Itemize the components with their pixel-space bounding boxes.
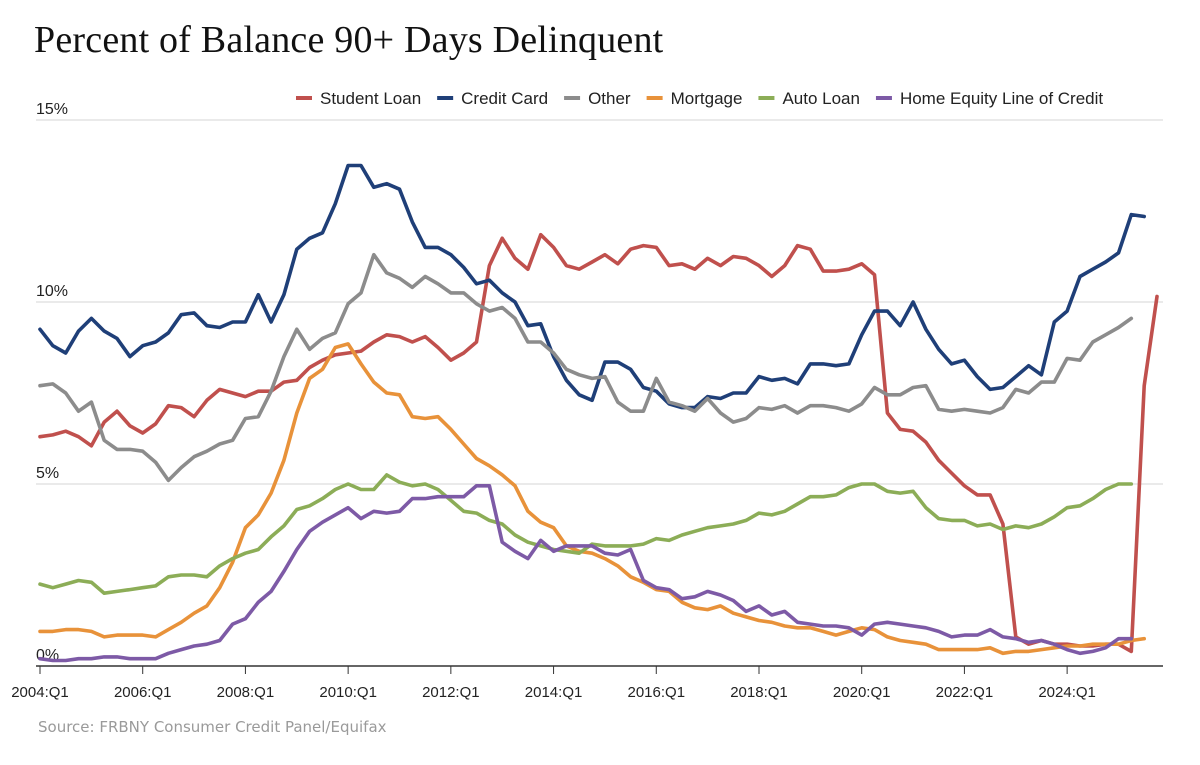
y-tick-label: 15% bbox=[36, 101, 68, 118]
x-tick-label: 2024:Q1 bbox=[1038, 684, 1096, 700]
series-line-home-equity-line-of-credit bbox=[38, 483, 1134, 663]
legend-label-credit-card: Credit Card bbox=[461, 89, 548, 108]
x-tick-label: 2016:Q1 bbox=[628, 684, 686, 700]
chart-title: Percent of Balance 90+ Days Delinquent bbox=[34, 19, 664, 61]
legend-label-other: Other bbox=[588, 89, 631, 108]
x-axis: 2004:Q1 2006:Q1 2008:Q1 2010:Q1 2012:Q1 2014:… bbox=[11, 666, 1096, 700]
x-tick-label: 2014:Q1 bbox=[525, 684, 583, 700]
y-tick-label: 10% bbox=[36, 283, 68, 300]
series-line-credit-card bbox=[38, 163, 1146, 410]
x-tick-label: 2018:Q1 bbox=[730, 684, 788, 700]
line-chart: 0%5%10%15% 2004:Q1 2006:Q1 2008:Q1 2010:Q1 2… bbox=[11, 89, 1163, 700]
x-tick-label: 2008:Q1 bbox=[217, 684, 275, 700]
series-line-other bbox=[38, 252, 1134, 483]
x-tick-label: 2012:Q1 bbox=[422, 684, 480, 700]
series-lines bbox=[38, 163, 1159, 663]
legend-label-student-loan: Student Loan bbox=[320, 89, 421, 108]
legend: Student Loan Credit Card Other Mortgage Auto… bbox=[296, 89, 1103, 108]
x-tick-label: 2020:Q1 bbox=[833, 684, 891, 700]
x-tick-label: 2010:Q1 bbox=[319, 684, 377, 700]
legend-label-mortgage: Mortgage bbox=[671, 89, 743, 108]
legend-label-auto-loan: Auto Loan bbox=[782, 89, 860, 108]
series-line-auto-loan bbox=[38, 473, 1134, 596]
x-tick-label: 2022:Q1 bbox=[936, 684, 994, 700]
source-note: Source: FRBNY Consumer Credit Panel/Equi… bbox=[38, 718, 387, 736]
legend-label-home-equity-line-of-credit: Home Equity Line of Credit bbox=[900, 89, 1103, 108]
x-tick-label: 2004:Q1 bbox=[11, 684, 69, 700]
series-line-student-loan bbox=[38, 232, 1159, 654]
gridlines bbox=[36, 119, 1163, 667]
series-line-mortgage bbox=[38, 342, 1146, 656]
y-tick-label: 5% bbox=[36, 465, 59, 482]
x-tick-label: 2006:Q1 bbox=[114, 684, 172, 700]
